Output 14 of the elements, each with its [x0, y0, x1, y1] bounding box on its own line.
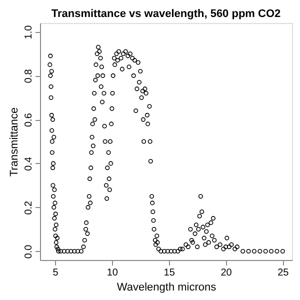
- y-tick-label: 0.8: [24, 68, 34, 84]
- x-tick-label: 10: [106, 268, 118, 278]
- y-tick-label: 0.4: [24, 156, 34, 171]
- chart-title: Transmittance vs wavelength, 560 ppm CO2: [51, 8, 281, 20]
- y-tick-label: 0.6: [24, 112, 34, 128]
- y-tick-label: 0.2: [24, 200, 34, 215]
- x-axis-title: Wavelength microns: [116, 282, 217, 294]
- x-tick-label: 25: [278, 268, 290, 278]
- y-axis-title: Transmittance: [8, 107, 20, 177]
- x-tick-label: 20: [220, 268, 232, 278]
- x-tick-label: 15: [164, 268, 176, 278]
- y-tick-label: 1.0: [24, 24, 34, 40]
- y-tick-label: 0.0: [24, 244, 34, 259]
- x-tick-label: 5: [52, 268, 59, 278]
